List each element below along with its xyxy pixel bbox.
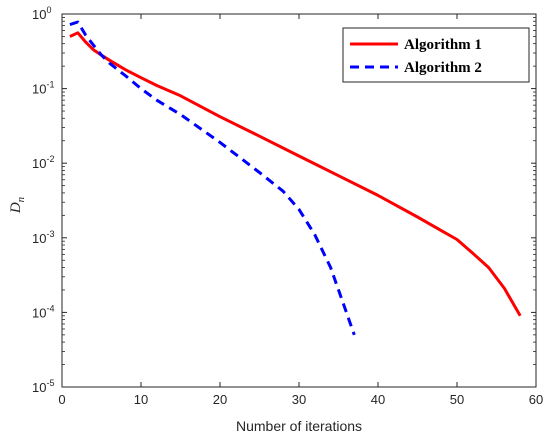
legend-label-algorithm-2: Algorithm 2 [404, 60, 482, 76]
y-tick-base: 10 [32, 7, 46, 22]
legend-box [342, 27, 530, 83]
y-tick-exponent: -2 [46, 154, 54, 164]
y-tick-base: 10 [32, 231, 46, 246]
x-tick-label: 10 [134, 392, 148, 407]
y-axis-label-subscript: n [15, 196, 27, 202]
y-tick-label: 10-3 [32, 229, 54, 246]
series-line-algorithm-1 [69, 31, 522, 317]
y-axis-label-main: D [8, 202, 24, 214]
y-tick-base: 10 [32, 380, 46, 395]
y-tick-label: 10-5 [32, 378, 54, 395]
y-tick-label: 10-4 [32, 303, 54, 320]
legend: Algorithm 1 Algorithm 2 [342, 27, 530, 83]
x-tick-label: 60 [529, 392, 543, 407]
x-tick-label: 20 [213, 392, 227, 407]
y-tick-base: 10 [32, 156, 46, 171]
y-tick-exponent: -3 [46, 229, 54, 239]
y-axis-label: Dn [8, 196, 27, 214]
y-tick-label: 10-1 [32, 80, 54, 97]
x-tick-label: 50 [450, 392, 464, 407]
y-tick-label: 10-2 [32, 154, 54, 171]
y-tick-exponent: 0 [46, 5, 51, 15]
x-tick-label: 40 [371, 392, 385, 407]
y-tick-label: 100 [32, 5, 51, 22]
series-lines [69, 20, 522, 336]
y-tick-exponent: -1 [46, 80, 54, 90]
x-tick-label: 0 [58, 392, 65, 407]
x-axis-label: Number of iterations [236, 418, 362, 434]
legend-label-algorithm-1: Algorithm 1 [404, 37, 482, 53]
plot-frame [61, 13, 537, 388]
y-tick-exponent: -4 [46, 303, 54, 313]
x-tick-label: 30 [292, 392, 306, 407]
y-tick-base: 10 [32, 82, 46, 97]
y-tick-exponent: -5 [46, 378, 54, 388]
series-line-algorithm-2 [69, 20, 356, 336]
y-tick-base: 10 [32, 305, 46, 320]
